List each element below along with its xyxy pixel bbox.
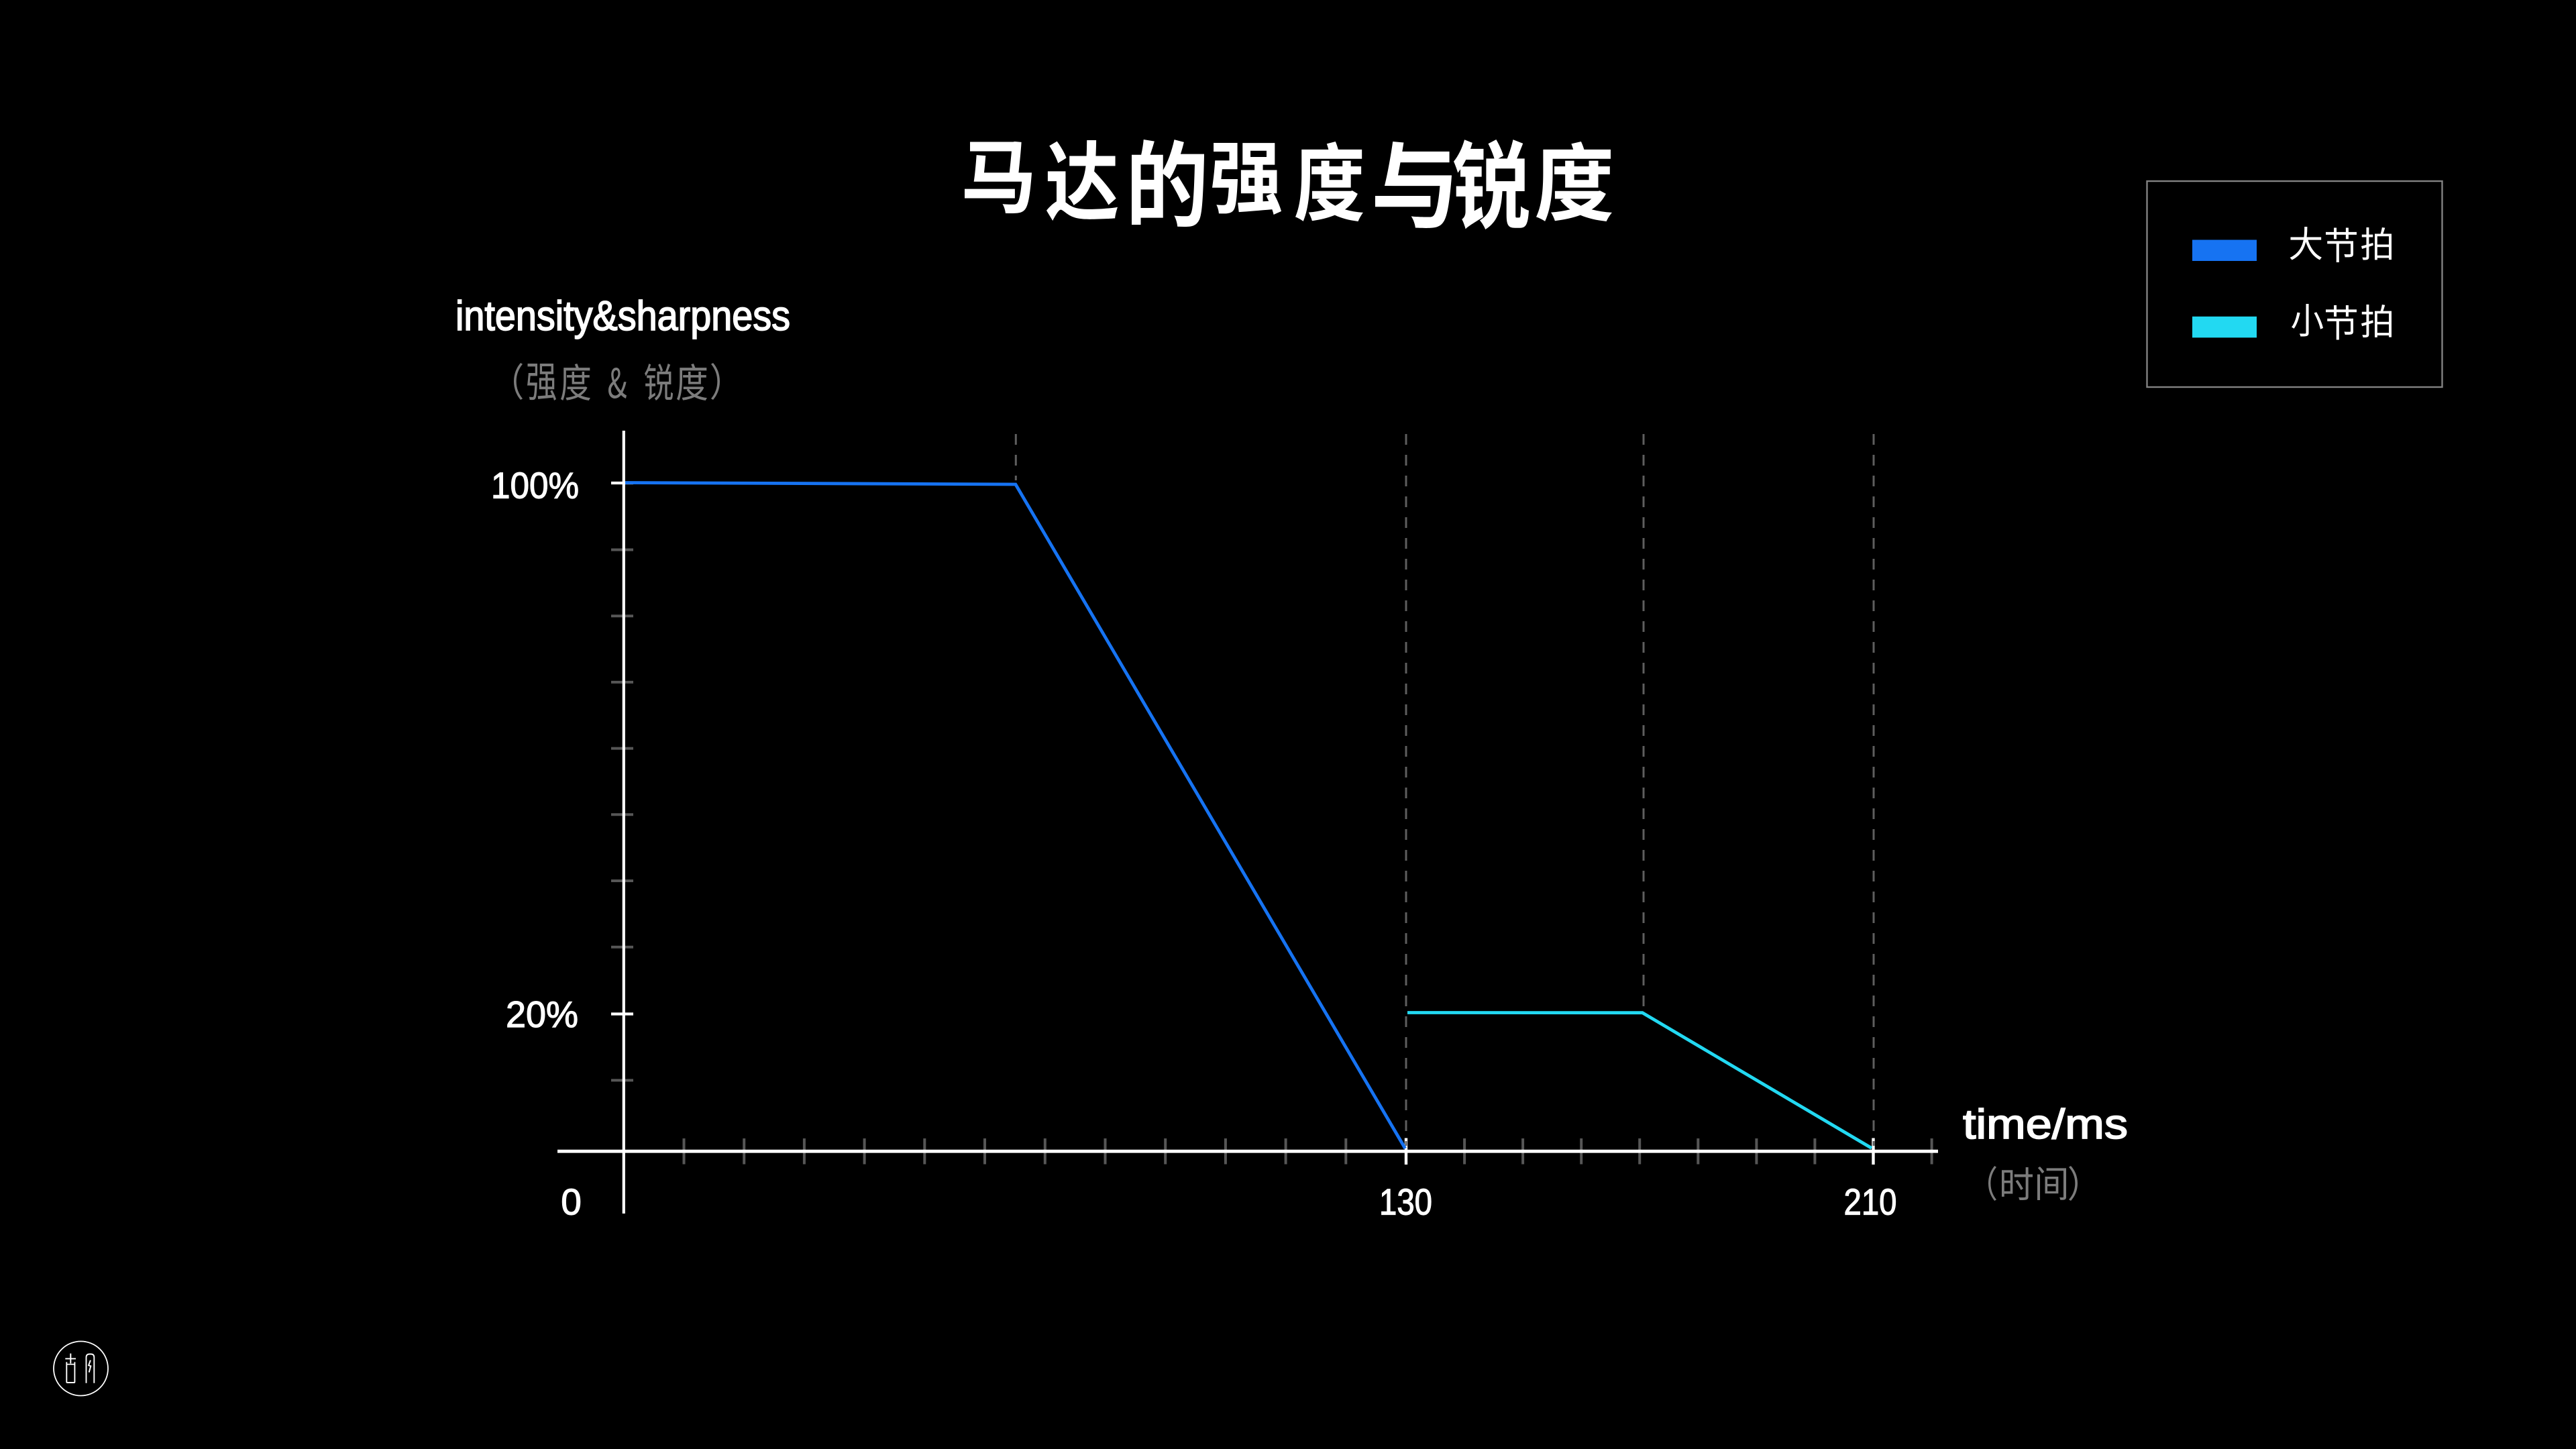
svg-text:210: 210 <box>1844 1181 1897 1223</box>
svg-text:time/ms: time/ms <box>1963 1102 2128 1148</box>
svg-text:20%: 20% <box>506 994 578 1035</box>
svg-text:100%: 100% <box>491 465 579 506</box>
svg-text:0: 0 <box>561 1181 582 1223</box>
svg-text:intensity&sharpness: intensity&sharpness <box>455 293 790 339</box>
svg-text:130: 130 <box>1379 1181 1432 1223</box>
